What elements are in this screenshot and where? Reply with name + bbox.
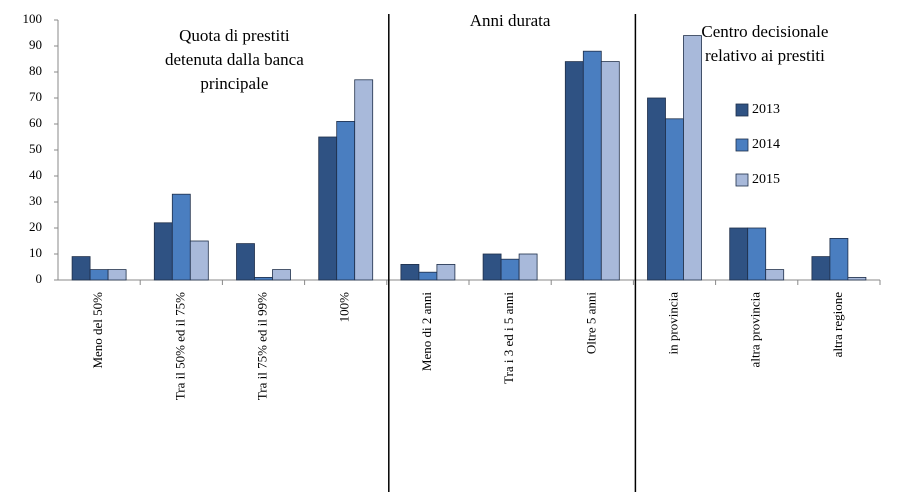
y-tick-label: 20	[29, 219, 42, 234]
x-tick-label: Tra il 75% ed il 99%	[254, 292, 269, 400]
bar	[400, 263, 420, 281]
bar	[71, 256, 91, 281]
bar	[582, 50, 602, 281]
bar	[89, 269, 109, 281]
bar	[236, 243, 255, 281]
y-tick-label: 30	[29, 193, 42, 208]
legend-label: 2015	[752, 172, 780, 187]
section-title: Quota di prestiti	[179, 26, 290, 45]
bar	[811, 256, 831, 281]
bar	[500, 258, 520, 281]
x-tick-label: 100%	[337, 292, 352, 323]
y-tick-label: 90	[29, 37, 42, 52]
legend-swatch	[735, 173, 749, 187]
bar	[418, 271, 438, 281]
bar	[482, 253, 502, 281]
y-tick-label: 10	[29, 245, 42, 260]
x-tick-label: Tra i 3 ed i 5 anni	[501, 292, 516, 384]
legend-swatch	[735, 138, 749, 152]
bar	[272, 269, 291, 281]
x-tick-label: in provincia	[665, 292, 680, 355]
y-tick-label: 50	[29, 141, 42, 156]
y-tick-label: 70	[29, 89, 42, 104]
bar	[153, 222, 173, 281]
x-tick-label: altra regione	[830, 292, 845, 358]
legend-label: 2014	[752, 137, 780, 152]
bar	[254, 276, 273, 281]
y-tick-label: 40	[29, 167, 42, 182]
bar	[647, 97, 666, 281]
bar	[747, 227, 767, 281]
bar	[564, 61, 584, 281]
bar	[171, 193, 191, 281]
bar	[107, 269, 127, 281]
bar	[683, 35, 702, 281]
x-tick-label: Oltre 5 anni	[583, 292, 598, 354]
x-tick-label: Tra il 50% ed il 75%	[172, 292, 187, 400]
bar	[354, 79, 374, 281]
x-tick-label: Meno del 50%	[90, 292, 105, 369]
bar	[665, 118, 684, 281]
y-tick-label: 60	[29, 115, 42, 130]
bar	[847, 276, 867, 281]
bar	[765, 269, 785, 281]
section-title: relativo ai prestiti	[705, 46, 825, 65]
y-tick-label: 80	[29, 63, 42, 78]
bar	[336, 121, 356, 281]
bar	[729, 227, 749, 281]
legend-swatch	[735, 103, 749, 117]
bar	[436, 263, 456, 281]
legend-label: 2013	[752, 102, 780, 117]
bar	[600, 61, 620, 281]
y-tick-label: 0	[36, 271, 43, 286]
bar	[189, 240, 209, 281]
section-title: Centro decisionale	[701, 22, 828, 41]
y-tick-label: 100	[23, 11, 43, 26]
bar	[829, 237, 849, 281]
section-title: detenuta dalla banca	[165, 50, 304, 69]
section-title: principale	[200, 74, 268, 93]
x-tick-label: altra provincia	[748, 292, 763, 368]
x-tick-label: Meno di 2 anni	[419, 292, 434, 371]
section-title: Anni durata	[470, 11, 551, 30]
bar	[318, 136, 338, 281]
bar	[518, 253, 538, 281]
